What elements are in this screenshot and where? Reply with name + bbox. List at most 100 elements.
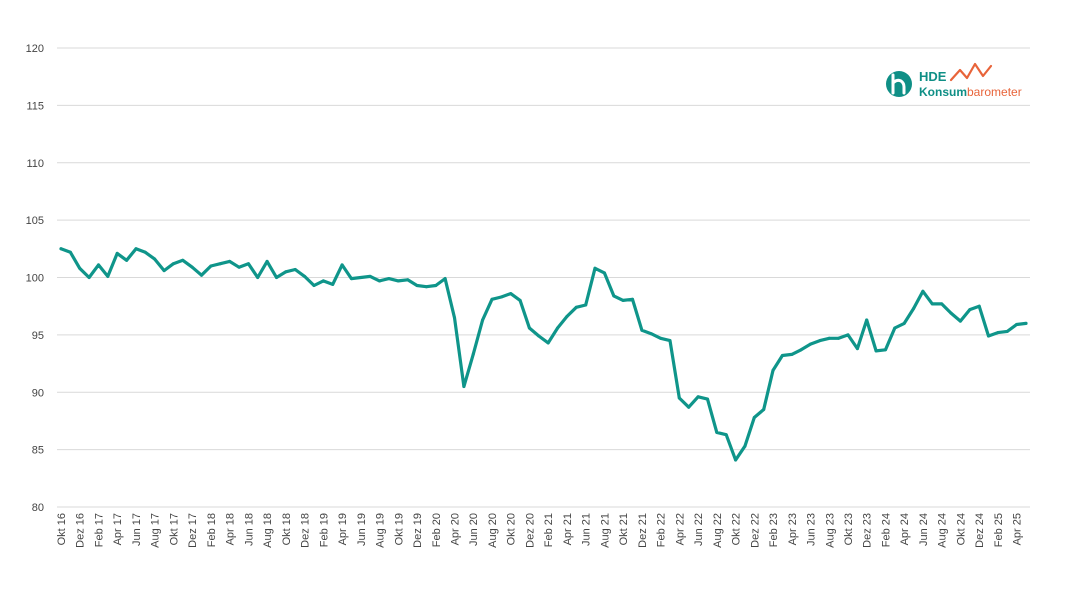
- data-point: [406, 278, 410, 282]
- data-point: [827, 336, 831, 340]
- y-tick-label: 115: [26, 100, 44, 112]
- x-tick-label: Aug 18: [262, 513, 274, 548]
- data-point: [546, 341, 550, 345]
- data-point: [246, 262, 250, 266]
- data-point: [275, 276, 278, 279]
- data-point: [921, 289, 925, 293]
- x-tick-label: Dez 22: [749, 513, 761, 548]
- data-point: [799, 348, 803, 352]
- data-point: [490, 297, 494, 301]
- series-layer: [59, 247, 1028, 462]
- x-tick-label: Aug 21: [599, 513, 611, 548]
- data-point: [631, 297, 634, 301]
- data-point: [687, 405, 691, 409]
- data-point: [115, 251, 119, 255]
- data-point: [752, 416, 756, 419]
- data-point: [527, 326, 531, 330]
- x-tick-label: Okt 18: [281, 513, 293, 545]
- x-tick-label: Feb 17: [93, 513, 105, 547]
- x-tick-label: Apr 21: [562, 513, 574, 545]
- data-point: [228, 259, 232, 263]
- data-point: [171, 262, 175, 266]
- data-point: [855, 347, 859, 351]
- data-point: [649, 332, 653, 336]
- data-point: [162, 269, 166, 273]
- x-tick-label: Dez 18: [300, 513, 312, 548]
- data-point: [930, 302, 934, 306]
- data-point: [612, 294, 616, 298]
- data-point: [809, 342, 812, 346]
- data-point: [443, 277, 447, 281]
- data-point: [284, 270, 288, 274]
- data-point: [893, 326, 897, 330]
- data-point: [958, 319, 962, 323]
- data-point: [303, 274, 307, 278]
- data-point: [387, 277, 391, 281]
- data-point: [762, 408, 766, 411]
- data-point: [153, 257, 157, 261]
- x-tick-label: Jun 21: [581, 513, 593, 546]
- data-point: [734, 458, 738, 462]
- data-point: [977, 304, 981, 308]
- data-point: [87, 276, 91, 279]
- data-point: [97, 263, 100, 267]
- x-tick-label: Aug 20: [487, 513, 499, 548]
- data-point: [640, 328, 644, 332]
- y-axis-tick-labels: 80 85 90 95 100 105 110 115 120: [26, 43, 44, 514]
- y-tick-label: 100: [26, 273, 44, 285]
- x-tick-label: Aug 22: [712, 513, 724, 548]
- data-point: [499, 295, 503, 299]
- data-point: [78, 266, 82, 270]
- data-point: [424, 285, 428, 289]
- x-tick-label: Apr 20: [449, 513, 461, 545]
- data-point: [902, 321, 906, 325]
- x-tick-label: Dez 23: [862, 513, 874, 548]
- data-point: [190, 265, 194, 269]
- data-point: [1005, 329, 1009, 333]
- x-tick-label: Apr 22: [674, 513, 686, 545]
- data-point: [256, 276, 260, 279]
- data-point: [462, 385, 466, 388]
- x-tick-label: Apr 25: [1012, 513, 1024, 545]
- x-tick-label: Okt 24: [955, 513, 967, 545]
- x-tick-label: Feb 20: [431, 513, 443, 547]
- data-point: [471, 352, 475, 356]
- data-point: [143, 250, 147, 254]
- x-tick-label: Jun 23: [806, 513, 818, 546]
- data-point: [321, 279, 325, 283]
- logo-name-part2: barometer: [967, 85, 1022, 99]
- x-tick-label: Feb 24: [880, 513, 892, 547]
- y-tick-label: 110: [26, 158, 44, 170]
- x-tick-label: Okt 23: [843, 513, 855, 545]
- data-point: [368, 274, 372, 278]
- data-point: [584, 303, 588, 307]
- data-point: [602, 271, 606, 275]
- x-tick-label: Jun 20: [468, 513, 480, 546]
- data-point: [780, 354, 784, 357]
- x-tick-label: Feb 21: [543, 513, 555, 547]
- data-point: [715, 430, 719, 434]
- data-point: [574, 305, 578, 309]
- y-tick-label: 85: [32, 445, 44, 457]
- x-tick-label: Feb 22: [656, 513, 668, 547]
- data-point: [996, 331, 1000, 335]
- data-point: [556, 326, 560, 330]
- y-tick-label: 90: [32, 387, 44, 399]
- logo-name: Konsumbarometer: [919, 85, 1022, 99]
- y-tick-label: 105: [26, 215, 44, 227]
- data-point: [659, 336, 663, 340]
- data-point: [968, 308, 972, 312]
- data-point: [481, 318, 485, 322]
- data-point: [790, 352, 794, 356]
- x-tick-label: Aug 23: [824, 513, 836, 548]
- data-point: [68, 250, 72, 254]
- data-point: [677, 396, 681, 400]
- data-point: [218, 262, 222, 266]
- data-point: [434, 284, 438, 287]
- x-tick-label: Okt 16: [56, 513, 68, 545]
- data-point: [378, 279, 381, 283]
- data-point: [396, 279, 400, 283]
- x-tick-label: Apr 18: [225, 513, 237, 545]
- data-point: [565, 315, 569, 318]
